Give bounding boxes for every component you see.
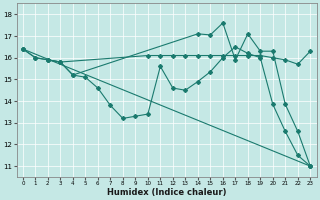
X-axis label: Humidex (Indice chaleur): Humidex (Indice chaleur) (107, 188, 226, 197)
